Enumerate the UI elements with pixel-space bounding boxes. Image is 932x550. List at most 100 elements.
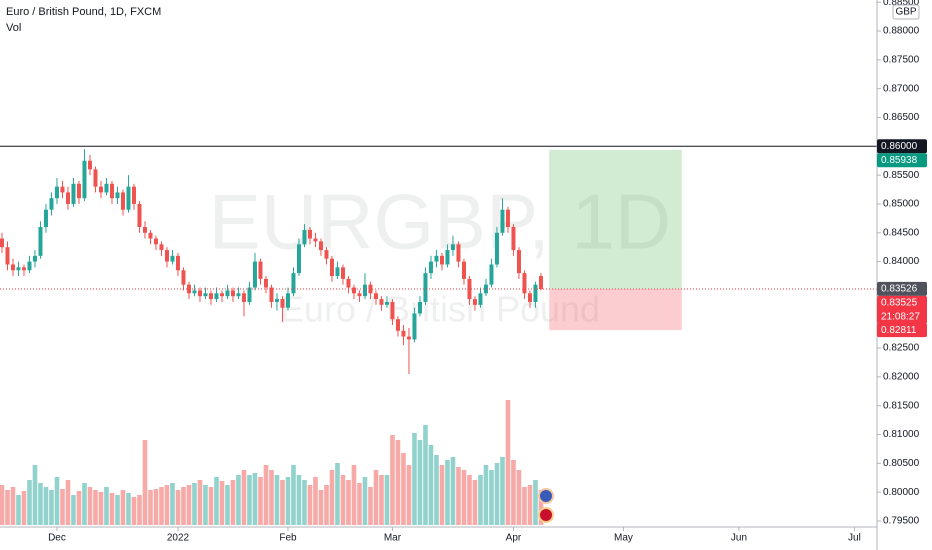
volume-bar: [109, 493, 115, 525]
volume-bar: [153, 489, 159, 525]
candle-body: [159, 244, 164, 251]
volume-bar: [186, 485, 192, 525]
candle-body: [522, 273, 527, 294]
event-icon[interactable]: [538, 488, 554, 504]
candle-body: [54, 186, 59, 199]
candle-body: [230, 290, 235, 297]
volume-bar: [247, 475, 252, 525]
volume-bar: [54, 477, 60, 525]
candle-body: [258, 261, 263, 279]
volume-bar: [296, 475, 302, 525]
candle-body: [27, 261, 32, 271]
candle-body: [241, 293, 246, 302]
volume-bar: [0, 485, 5, 525]
candle-body: [126, 186, 131, 210]
volume-bar: [65, 480, 71, 525]
y-tick-label: 0.82500: [883, 343, 920, 354]
volume-bar: [533, 480, 538, 525]
candle-body: [483, 284, 488, 294]
candle-body: [142, 227, 147, 233]
y-tick-label: 0.87500: [883, 54, 920, 65]
volume-bar: [197, 480, 203, 525]
candle-body: [32, 255, 37, 262]
volume-bar: [60, 489, 65, 525]
price-tag: [877, 295, 927, 324]
candle-body: [527, 293, 532, 302]
volume-bar: [445, 460, 450, 525]
candle-body: [60, 186, 65, 193]
volume-bar: [120, 490, 126, 525]
candle-body: [5, 247, 10, 265]
candle-body: [153, 238, 158, 245]
candle-body: [208, 293, 213, 300]
candle-body: [269, 287, 274, 302]
candle-body: [247, 287, 252, 302]
volume-bar: [423, 425, 428, 525]
volume-bar: [16, 495, 21, 525]
candle-body: [412, 313, 417, 340]
volume-bar: [27, 480, 32, 525]
x-tick-label: Apr: [506, 533, 522, 544]
candle-body: [236, 293, 241, 297]
volume-bar: [192, 483, 197, 525]
volume-bar: [522, 487, 527, 525]
currency[interactable]: GBP: [895, 7, 916, 18]
volume-bar: [274, 475, 280, 525]
volume-bar: [115, 495, 120, 525]
candle-body: [274, 299, 279, 302]
y-tick-label: 0.85500: [883, 170, 920, 181]
candle-body: [148, 232, 153, 239]
candle-body: [505, 209, 510, 228]
volume-bar: [219, 481, 225, 525]
currency-box[interactable]: [892, 4, 920, 20]
x-tick-label: Dec: [48, 533, 66, 544]
candle-body: [335, 267, 340, 277]
y-tick-label: 0.86500: [883, 112, 920, 123]
volume-bar: [291, 465, 296, 525]
y-tick-label: 0.88000: [883, 26, 920, 37]
volume-bar: [10, 487, 16, 525]
volume-bar: [175, 490, 181, 525]
y-tick-label: 0.79500: [883, 516, 920, 527]
x-tick-label: Jul: [848, 533, 861, 544]
volume-bar: [412, 433, 417, 525]
volume-bar: [170, 483, 175, 525]
price-tag-label: 0.83525: [881, 298, 918, 309]
candle-body: [384, 301, 389, 305]
plot: [0, 145, 877, 525]
candle-body: [115, 192, 120, 199]
candle-body: [390, 301, 395, 320]
candle-body: [131, 186, 136, 204]
price-tag-label: 0.83526: [881, 284, 918, 295]
x-tick-label: 2022: [167, 533, 190, 544]
event-icon[interactable]: [538, 507, 554, 523]
volume-bar: [21, 491, 27, 525]
target-zone: [549, 149, 682, 289]
volume-bar: [516, 470, 522, 525]
candle-body: [109, 183, 114, 199]
candle-body: [472, 299, 477, 305]
volume-bar: [318, 490, 324, 525]
candle-body: [263, 278, 268, 288]
candle-body: [362, 284, 367, 297]
y-tick-label: 0.80000: [883, 487, 920, 498]
candle-body: [379, 299, 384, 305]
volume-bar: [43, 487, 49, 525]
volume-bar: [324, 485, 329, 525]
candle-body: [368, 284, 373, 294]
volume-bar: [478, 475, 483, 525]
volume-bar: [32, 465, 38, 525]
x-tick-label: Mar: [384, 533, 402, 544]
candle-body: [313, 238, 318, 242]
volume-bar: [450, 457, 456, 525]
volume-bar: [379, 475, 384, 525]
candle-body: [401, 330, 406, 337]
volume-bar: [406, 465, 412, 525]
price-tag: [877, 281, 927, 296]
volume-bar: [346, 480, 351, 525]
candle-body: [406, 336, 411, 340]
volume-bar: [340, 475, 346, 525]
volume-bar: [368, 487, 373, 525]
price-tag-label: 0.86000: [881, 141, 918, 152]
